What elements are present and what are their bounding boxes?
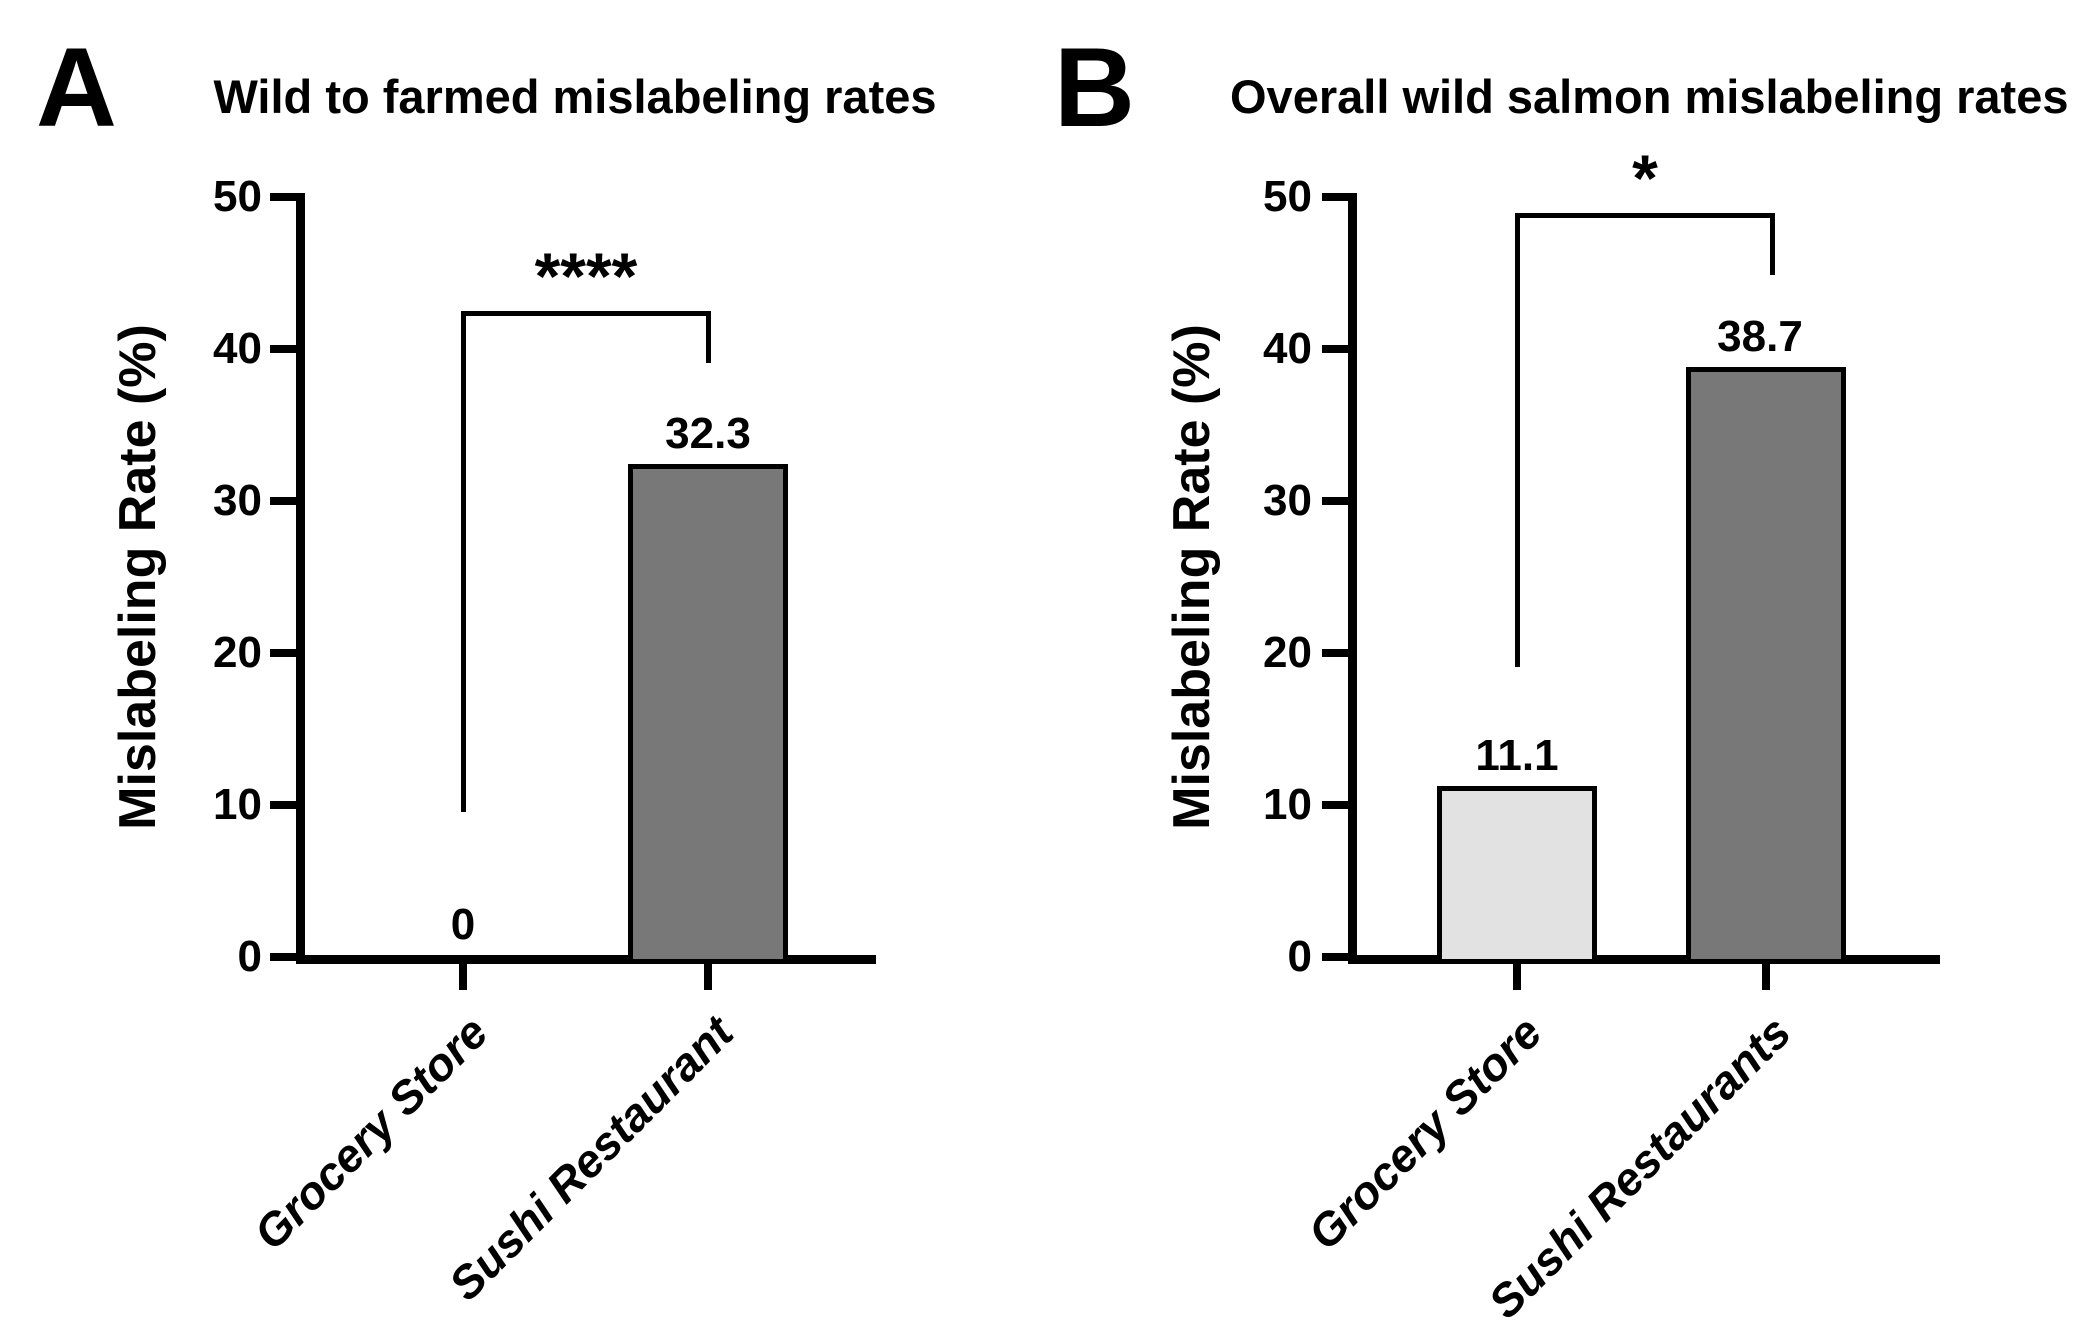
- y-tick-mark: [270, 497, 296, 505]
- panel-a-sig-bracket-right-arm: [706, 311, 711, 363]
- y-tick-label: 0: [237, 932, 262, 981]
- panel-a-significance-stars: ****: [534, 239, 638, 313]
- panel-a-sig-bracket-left-arm: [461, 311, 466, 812]
- panel-b-category-label-grocery-store: Grocery Store: [1297, 1005, 1552, 1260]
- y-tick-label: 20: [1263, 628, 1312, 677]
- panel-a-letter: A: [36, 25, 117, 150]
- panel-a-x-axis-line: [296, 955, 876, 964]
- panel-a-title: Wild to farmed mislabeling rates: [213, 70, 937, 123]
- y-tick-label: 10: [213, 780, 262, 829]
- panel-b-value-label-sushi: 38.7: [1717, 311, 1803, 361]
- y-tick-label: 40: [1263, 324, 1312, 373]
- panel-b-value-label-grocery: 11.1: [1475, 731, 1559, 781]
- panel-b-x-axis-line: [1348, 955, 1940, 964]
- y-tick-label: 40: [213, 324, 262, 373]
- panel-a-sig-bracket-top: [461, 311, 711, 316]
- panel-a-y-axis-label: Mislabeling Rate (%): [109, 324, 167, 830]
- panel-b-x-tick-sushi: [1762, 964, 1770, 990]
- y-tick-label: 20: [213, 628, 262, 677]
- panel-b-bar-sushi-restaurants: [1686, 366, 1846, 964]
- panel-b-title: Overall wild salmon mislabeling rates: [1230, 70, 2069, 123]
- panel-b-sig-bracket-left-arm: [1515, 213, 1520, 667]
- panel-b-sig-bracket-right-arm: [1770, 213, 1775, 275]
- y-tick-mark: [270, 345, 296, 353]
- y-tick-label: 30: [1263, 476, 1312, 525]
- panel-a-x-tick-sushi: [704, 964, 712, 990]
- y-tick-mark: [1322, 497, 1348, 505]
- panel-a-value-label-grocery: 0: [450, 900, 476, 949]
- panel-a-bar-sushi-restaurant: [628, 464, 788, 964]
- y-tick-label: 0: [1287, 932, 1312, 981]
- panel-b-sig-bracket-top: [1515, 213, 1775, 218]
- panel-a-x-tick-grocery: [459, 964, 467, 990]
- panel-b-letter: B: [1054, 25, 1135, 150]
- panel-b-significance-stars: *: [1632, 141, 1658, 215]
- y-tick-mark: [270, 953, 296, 961]
- y-tick-mark: [1322, 801, 1348, 809]
- panel-a-y-axis-line: [296, 193, 305, 964]
- panel-b-y-axis-label: Mislabeling Rate (%): [1163, 324, 1221, 830]
- y-tick-label: 30: [213, 476, 262, 525]
- y-tick-label: 50: [1263, 172, 1312, 221]
- panel-b-bar-grocery-store: [1437, 786, 1597, 964]
- y-tick-mark: [1322, 193, 1348, 201]
- y-tick-mark: [270, 193, 296, 201]
- y-tick-mark: [1322, 953, 1348, 961]
- panel-b-y-axis-line: [1348, 193, 1357, 964]
- y-tick-label: 10: [1263, 780, 1312, 829]
- panel-a-category-label-grocery-store: Grocery Store: [243, 1005, 498, 1260]
- y-tick-mark: [270, 801, 296, 809]
- panel-a-value-label-sushi: 32.3: [665, 409, 751, 459]
- y-tick-label: 50: [213, 172, 262, 221]
- panel-b-x-tick-grocery: [1513, 964, 1521, 990]
- y-tick-mark: [270, 649, 296, 657]
- y-tick-mark: [1322, 345, 1348, 353]
- y-tick-mark: [1322, 649, 1348, 657]
